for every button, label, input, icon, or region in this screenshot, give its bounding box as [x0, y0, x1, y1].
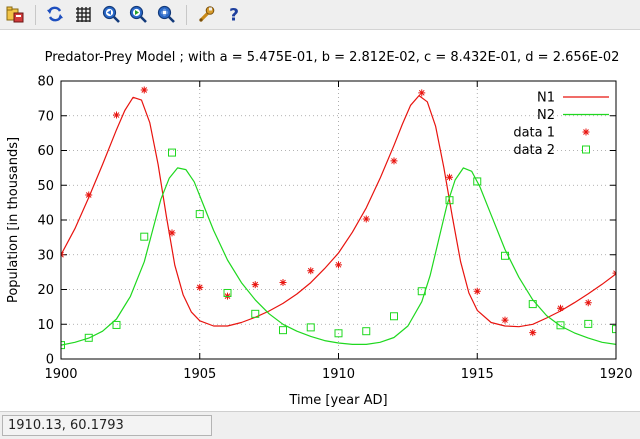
- data-point: [418, 89, 426, 97]
- legend-swatch: [582, 128, 590, 136]
- autoscale-icon: [157, 5, 175, 23]
- grid-icon: [76, 7, 91, 22]
- export-icon: [6, 6, 24, 23]
- data-point: [362, 215, 370, 223]
- y-tick-label: 20: [37, 283, 54, 298]
- data-point: [307, 267, 315, 275]
- settings-wrench-icon: [199, 6, 215, 22]
- predator-prey-chart[interactable]: Predator-Prey Model ; with a = 5.475E-01…: [0, 30, 640, 411]
- legend-swatch: [582, 145, 590, 154]
- data-point: [195, 210, 204, 219]
- data-point: [529, 329, 537, 337]
- data-point: [501, 251, 509, 260]
- y-tick-label: 70: [37, 109, 54, 124]
- data-point: [584, 319, 593, 328]
- legend-label: N2: [537, 108, 555, 123]
- data-point: [306, 323, 315, 332]
- plot-area[interactable]: Predator-Prey Model ; with a = 5.475E-01…: [0, 30, 640, 411]
- y-tick-label: 80: [37, 75, 54, 90]
- legend-label: data 2: [513, 143, 555, 158]
- data-point: [113, 111, 120, 119]
- y-tick-label: 60: [37, 144, 54, 159]
- zoom-previous-icon: [102, 5, 120, 23]
- data-point: [612, 325, 616, 334]
- data-point: [446, 173, 453, 181]
- legend: N1 N2 data 1 data 2: [513, 91, 609, 158]
- data-point: [334, 329, 343, 338]
- svg-text:?: ?: [229, 6, 239, 24]
- data-point: [279, 279, 287, 287]
- data-point: [223, 288, 232, 297]
- replot-button[interactable]: [44, 3, 66, 25]
- data-point: [390, 312, 398, 321]
- y-tick-label: 40: [37, 214, 54, 229]
- data-point: [417, 287, 426, 296]
- legend-label: data 1: [513, 126, 555, 141]
- data-point: [251, 281, 259, 289]
- data-point: [445, 196, 454, 205]
- series-line-n2: [61, 167, 616, 346]
- data-point: [112, 320, 121, 329]
- data-point: [501, 316, 509, 324]
- chart-title: Predator-Prey Model ; with a = 5.475E-01…: [45, 50, 620, 65]
- data-point: [84, 333, 93, 342]
- autoscale-button[interactable]: [155, 3, 177, 25]
- y-tick-label: 30: [37, 248, 54, 263]
- x-axis-label: Time [year AD]: [288, 393, 387, 408]
- data-point: [140, 86, 148, 94]
- data-point: [473, 287, 481, 295]
- data-point: [140, 232, 149, 241]
- data-point: [251, 309, 260, 318]
- export-button[interactable]: [4, 3, 26, 25]
- toolbar: ?: [0, 0, 640, 30]
- x-tick-label: 1915: [461, 367, 494, 382]
- data-point: [196, 283, 204, 291]
- series-1: [61, 94, 616, 328]
- x-tick-label: 1910: [322, 367, 355, 382]
- legend-label: N1: [537, 91, 555, 106]
- data-point: [335, 261, 342, 269]
- data-point: [362, 327, 371, 336]
- data-point: [168, 229, 176, 237]
- status-bar: 1910.13, 60.1793: [0, 411, 640, 439]
- series-4: [61, 148, 616, 350]
- data-point: [556, 321, 565, 330]
- zoom-previous-button[interactable]: [100, 3, 122, 25]
- data-point: [390, 157, 398, 165]
- y-tick-label: 10: [37, 318, 54, 333]
- series-2: [61, 167, 616, 346]
- data-point: [584, 299, 592, 307]
- help-button[interactable]: ?: [223, 3, 245, 25]
- plot-border: [60, 80, 617, 360]
- series-line-n1: [61, 94, 616, 328]
- x-tick-label: 1905: [183, 367, 216, 382]
- data-point: [473, 177, 482, 186]
- data-point: [279, 326, 287, 335]
- data-point: [85, 191, 93, 199]
- y-tick-label: 50: [37, 179, 54, 194]
- data-point: [528, 300, 537, 309]
- y-tick-label: 0: [46, 353, 54, 368]
- zoom-next-button[interactable]: [127, 3, 149, 25]
- grid-button[interactable]: [72, 3, 94, 25]
- replot-icon: [47, 6, 63, 22]
- x-tick-label: 1900: [44, 367, 77, 382]
- cursor-coordinate-readout: 1910.13, 60.1793: [2, 415, 212, 436]
- x-tick-label: 1920: [599, 367, 632, 382]
- help-icon: ?: [229, 6, 239, 24]
- data-point: [557, 304, 564, 312]
- grid-lines: [61, 81, 616, 359]
- zoom-next-icon: [129, 5, 147, 23]
- data-point: [168, 148, 176, 157]
- settings-button[interactable]: [195, 3, 217, 25]
- data-point: [61, 341, 65, 350]
- y-axis-label: Population [in thousands]: [6, 137, 21, 303]
- series-3: [61, 86, 616, 337]
